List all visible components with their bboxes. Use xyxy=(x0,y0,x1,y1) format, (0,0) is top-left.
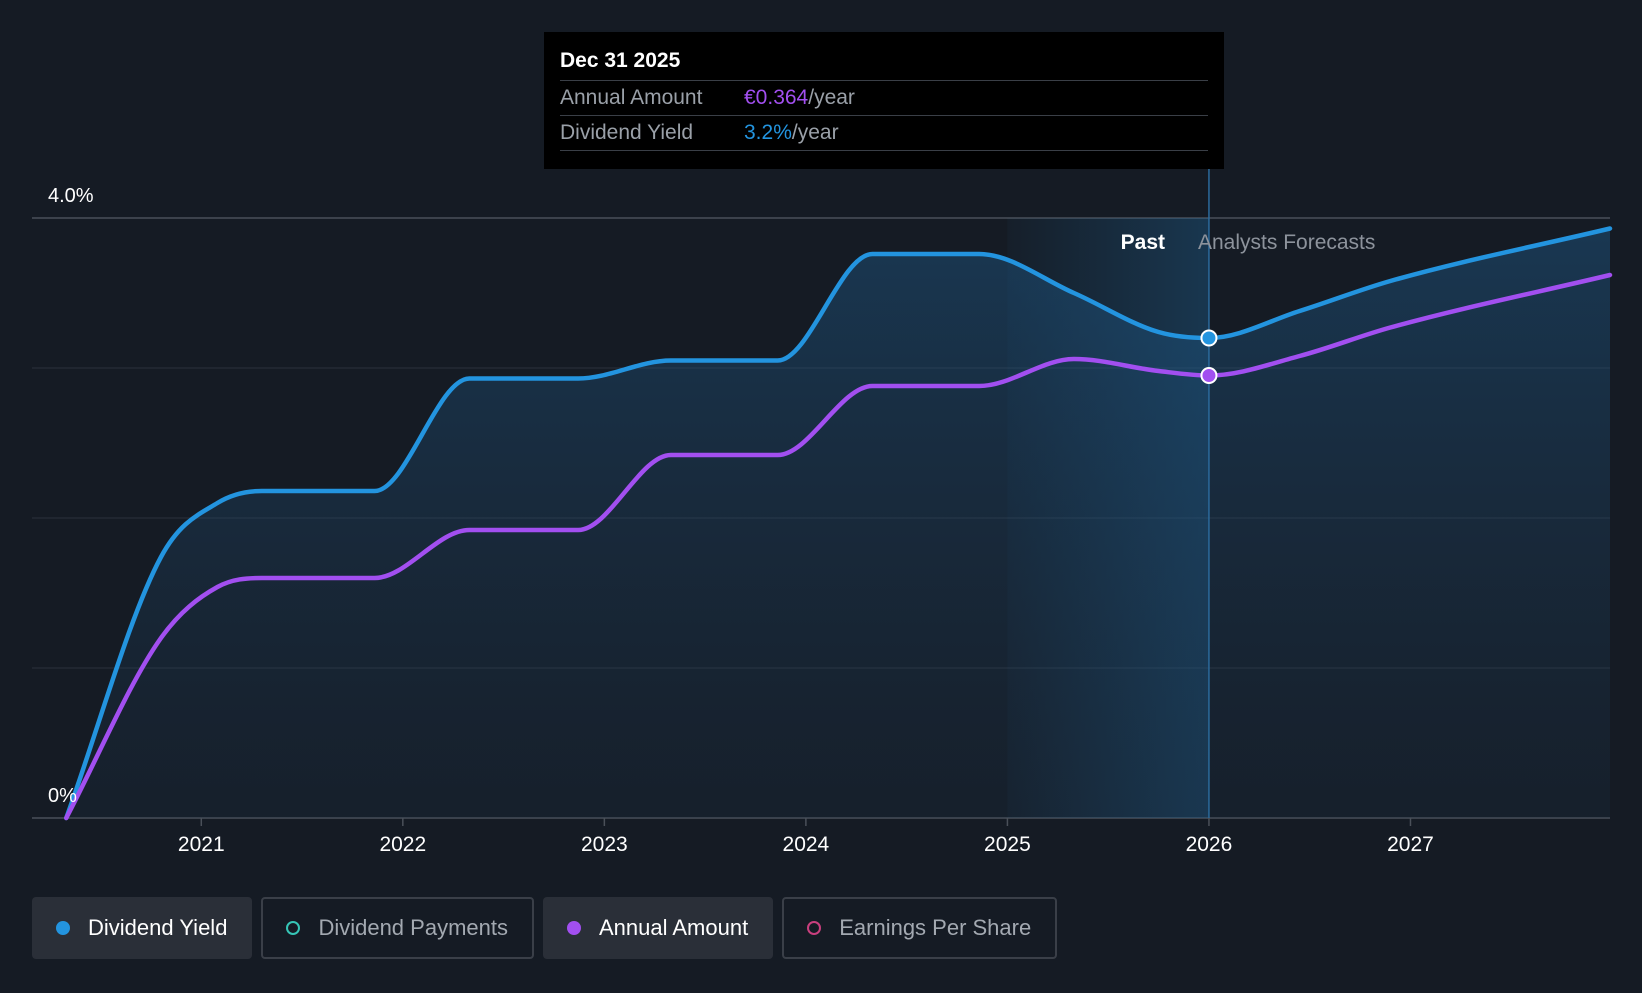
annual-amount-dot-icon xyxy=(566,921,581,935)
y-axis-ticks: 0% 4.0% xyxy=(48,185,94,807)
tooltip-row-dividend-yield: Dividend Yield 3.2% /year xyxy=(560,116,1208,151)
x-axis-ticks: 2021 2022 2023 2024 2025 2026 2027 xyxy=(178,818,1434,856)
legend-label: Earnings Per Share xyxy=(839,915,1032,940)
dividend-yield-dot-icon xyxy=(56,921,70,935)
tooltip-unit: /year xyxy=(791,121,839,144)
legend-dividend-payments[interactable]: Dividend Payments xyxy=(261,897,534,959)
series-markers xyxy=(1200,329,1218,384)
legend-annual-amount[interactable]: Annual Amount xyxy=(542,897,774,959)
forecast-label: Analysts Forecasts xyxy=(1198,231,1375,254)
x-tick-label: 2024 xyxy=(783,833,830,856)
y-tick-label: 0% xyxy=(48,785,77,807)
legend-label: Dividend Yield xyxy=(88,915,228,940)
x-tick-label: 2026 xyxy=(1186,833,1233,856)
dividend-yield-marker xyxy=(1200,329,1218,347)
tooltip-label: Annual Amount xyxy=(560,86,703,109)
x-tick-label: 2022 xyxy=(379,833,426,856)
dividend-yield-line xyxy=(64,226,1613,821)
tooltip-date: Dec 31 2025 xyxy=(560,46,1208,81)
y-tick-label: 4.0% xyxy=(48,185,94,207)
legend: Dividend Yield Dividend Payments Annual … xyxy=(32,897,1058,961)
tooltip-label: Dividend Yield xyxy=(560,121,694,144)
x-tick-label: 2027 xyxy=(1387,833,1434,856)
past-label: Past xyxy=(1121,231,1165,254)
legend-label: Annual Amount xyxy=(598,915,749,940)
x-tick-label: 2025 xyxy=(984,833,1031,856)
earnings-per-share-dot-icon xyxy=(807,921,822,935)
tooltip-value: €0.364 xyxy=(744,86,809,109)
x-tick-label: 2021 xyxy=(178,833,225,856)
tooltip-value: 3.2% xyxy=(744,121,792,144)
tooltip-unit: /year xyxy=(808,86,855,109)
tooltip: Dec 31 2025 Annual Amount €0.364 /year D… xyxy=(544,32,1224,169)
annual-amount-marker xyxy=(1200,367,1218,384)
area-fill xyxy=(66,228,1611,818)
legend-dividend-yield[interactable]: Dividend Yield xyxy=(32,897,253,959)
x-tick-label: 2023 xyxy=(581,833,628,856)
annual-amount-line xyxy=(64,272,1613,821)
tooltip-row-annual-amount: Annual Amount €0.364 /year xyxy=(560,81,1208,116)
series-lines xyxy=(64,226,1613,821)
legend-label: Dividend Payments xyxy=(318,915,508,940)
legend-earnings-per-share[interactable]: Earnings Per Share xyxy=(782,897,1058,959)
dividend-payments-dot-icon xyxy=(286,921,301,935)
dividend-yield-area xyxy=(66,228,1611,818)
